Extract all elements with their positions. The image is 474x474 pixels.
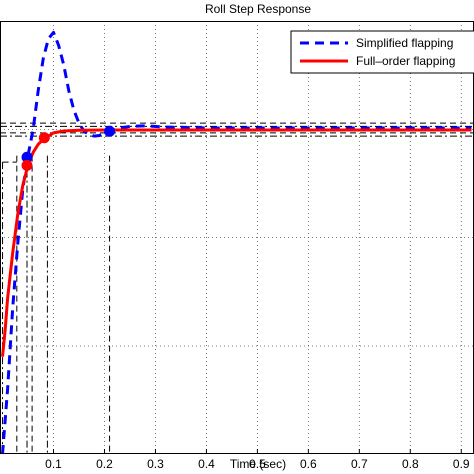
series-marker xyxy=(104,125,116,137)
x-tick-label: 0.1 xyxy=(45,457,62,471)
x-tick-label: 0.3 xyxy=(147,457,164,471)
x-tick-label: 0.7 xyxy=(351,457,368,471)
series-line-full-order xyxy=(1,128,472,357)
x-tick-label: 0.4 xyxy=(198,457,215,471)
x-tick-label: 0.5 xyxy=(249,457,266,471)
x-axis-ticks: 0.1 0.2 0.3 0.4 0.5 0.6 0.7 0.8 0.9 xyxy=(45,449,470,471)
x-axis-label: Time (sec) xyxy=(230,457,286,471)
legend-label-simplified: Simplified flapping xyxy=(356,36,453,50)
reference-lines xyxy=(0,122,474,454)
x-tick-label: 0.9 xyxy=(453,457,470,471)
chart-title: Roll Step Response xyxy=(205,2,311,16)
series-marker xyxy=(38,132,50,144)
x-tick-label: 0.8 xyxy=(402,457,419,471)
x-tick-label: 0.6 xyxy=(300,457,317,471)
grid xyxy=(0,21,474,454)
legend-label-full-order: Full–order flapping xyxy=(356,54,455,68)
series-lines xyxy=(1,30,472,455)
series-marker xyxy=(21,159,33,171)
legend-box xyxy=(290,30,474,74)
series-line-simplified xyxy=(1,30,472,455)
legend: Simplified flapping Full–order flapping xyxy=(290,30,474,74)
series-markers xyxy=(21,125,116,171)
plot-frame xyxy=(0,21,474,454)
x-tick-label: 0.2 xyxy=(96,457,113,471)
